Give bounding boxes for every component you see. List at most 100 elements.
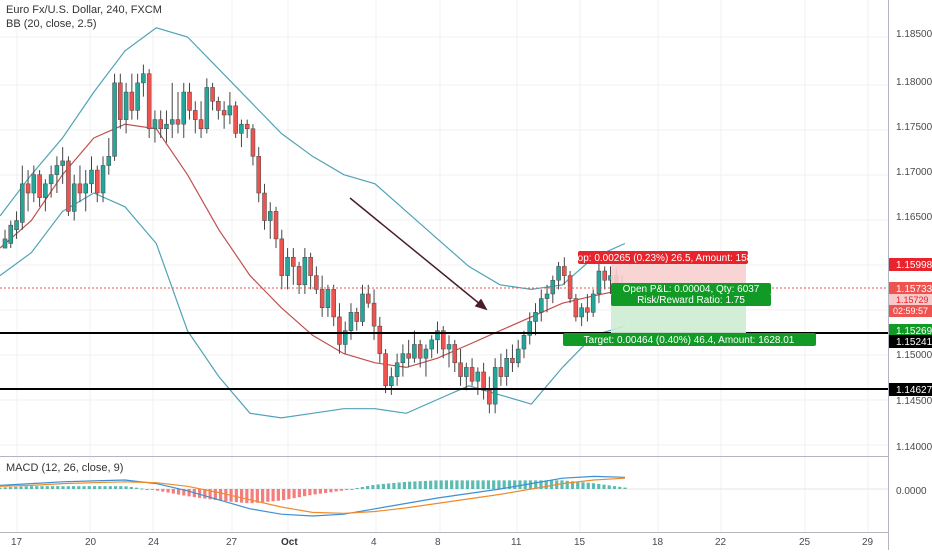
candle[interactable]	[244, 119, 250, 138]
candle[interactable]	[567, 271, 573, 304]
candle[interactable]	[2, 229, 8, 249]
candle[interactable]	[389, 367, 394, 395]
candle[interactable]	[71, 174, 77, 221]
candle[interactable]	[440, 326, 446, 359]
candle[interactable]	[573, 293, 579, 322]
candle[interactable]	[302, 248, 308, 294]
candle[interactable]	[233, 101, 238, 138]
candle[interactable]	[331, 284, 336, 327]
candle[interactable]	[66, 156, 71, 216]
candle[interactable]	[579, 303, 584, 327]
candle[interactable]	[544, 284, 550, 313]
candle[interactable]	[446, 335, 452, 368]
candle[interactable]	[308, 252, 313, 290]
candle[interactable]	[77, 165, 83, 203]
candle[interactable]	[539, 289, 544, 322]
candle[interactable]	[487, 376, 492, 414]
candle[interactable]	[337, 303, 342, 354]
candle[interactable]	[366, 284, 371, 308]
candle[interactable]	[198, 101, 204, 138]
symbol-title[interactable]: Euro Fx/U.S. Dollar, 240, FXCM	[6, 4, 162, 16]
candle[interactable]	[510, 344, 515, 372]
candle[interactable]	[54, 156, 60, 194]
candle[interactable]	[48, 165, 54, 198]
trend-arrow[interactable]	[349, 197, 488, 311]
candle[interactable]	[383, 349, 388, 394]
candle[interactable]	[469, 358, 475, 386]
time-axis[interactable]: 17 20 24 27 Oct 4 8 11 15 18 22 25 29	[11, 537, 874, 548]
candle[interactable]	[521, 330, 527, 359]
candle[interactable]	[360, 284, 365, 327]
candles[interactable]	[2, 64, 625, 414]
candle[interactable]	[14, 211, 19, 239]
candle[interactable]	[106, 137, 112, 175]
candle[interactable]	[475, 367, 481, 395]
candle[interactable]	[262, 183, 267, 230]
candle[interactable]	[164, 110, 169, 143]
candle[interactable]	[135, 73, 140, 120]
candle[interactable]	[123, 82, 129, 134]
candle[interactable]	[89, 156, 94, 194]
candle[interactable]	[100, 156, 106, 203]
candle[interactable]	[268, 202, 273, 239]
candle[interactable]	[250, 124, 256, 166]
candle[interactable]	[550, 275, 556, 304]
candle[interactable]	[193, 101, 198, 134]
bb-indicator-legend[interactable]: BB (20, close, 2.5)	[6, 18, 97, 30]
candle[interactable]	[239, 119, 244, 148]
candle[interactable]	[596, 261, 602, 304]
candle[interactable]	[498, 353, 504, 386]
candle[interactable]	[504, 349, 509, 386]
candle[interactable]	[354, 307, 359, 331]
candle[interactable]	[146, 69, 152, 138]
candle[interactable]	[37, 170, 42, 207]
candle[interactable]	[406, 339, 411, 368]
candle[interactable]	[112, 73, 117, 161]
candle[interactable]	[83, 170, 88, 212]
candle[interactable]	[400, 344, 406, 377]
candle[interactable]	[377, 316, 383, 363]
candle[interactable]	[95, 165, 100, 203]
macd-pane[interactable]	[0, 456, 888, 532]
candle[interactable]	[590, 289, 596, 317]
candle[interactable]	[291, 248, 296, 285]
candle[interactable]	[60, 147, 65, 184]
candle[interactable]	[187, 82, 192, 120]
candle[interactable]	[31, 165, 37, 203]
candle[interactable]	[429, 335, 434, 359]
candle[interactable]	[210, 82, 215, 111]
candle[interactable]	[562, 257, 567, 285]
candle[interactable]	[216, 96, 221, 120]
candle[interactable]	[221, 101, 227, 129]
candle[interactable]	[256, 147, 261, 203]
candle[interactable]	[423, 344, 429, 377]
macd-indicator-legend[interactable]: MACD (12, 26, close, 9)	[6, 462, 123, 474]
candle[interactable]	[481, 362, 486, 400]
candle[interactable]	[533, 303, 538, 336]
candle[interactable]	[452, 339, 458, 372]
candle[interactable]	[20, 165, 25, 230]
candle[interactable]	[515, 339, 521, 368]
stop-label-box[interactable]	[578, 251, 748, 264]
candle[interactable]	[314, 266, 319, 294]
candle[interactable]	[25, 170, 31, 212]
candle[interactable]	[585, 293, 590, 322]
candle[interactable]	[394, 353, 400, 386]
candle[interactable]	[342, 321, 348, 354]
candle[interactable]	[152, 110, 158, 143]
candle[interactable]	[417, 339, 423, 368]
candle[interactable]	[118, 73, 123, 129]
candle[interactable]	[325, 284, 331, 317]
long-position-tool[interactable]: Stop: 0.00265 (0.23%) 26.5, Amount: 1584…	[563, 251, 816, 346]
candle[interactable]	[204, 78, 210, 134]
candle[interactable]	[602, 266, 607, 290]
candle[interactable]	[129, 73, 135, 120]
price-axis[interactable]: 1.18500 1.18000 1.17500 1.17000 1.16500 …	[889, 0, 932, 550]
candle[interactable]	[169, 82, 175, 138]
candle[interactable]	[412, 330, 417, 363]
target-label-box[interactable]	[563, 333, 816, 346]
candle[interactable]	[175, 92, 181, 134]
candle[interactable]	[285, 248, 290, 290]
candle[interactable]	[319, 275, 325, 317]
